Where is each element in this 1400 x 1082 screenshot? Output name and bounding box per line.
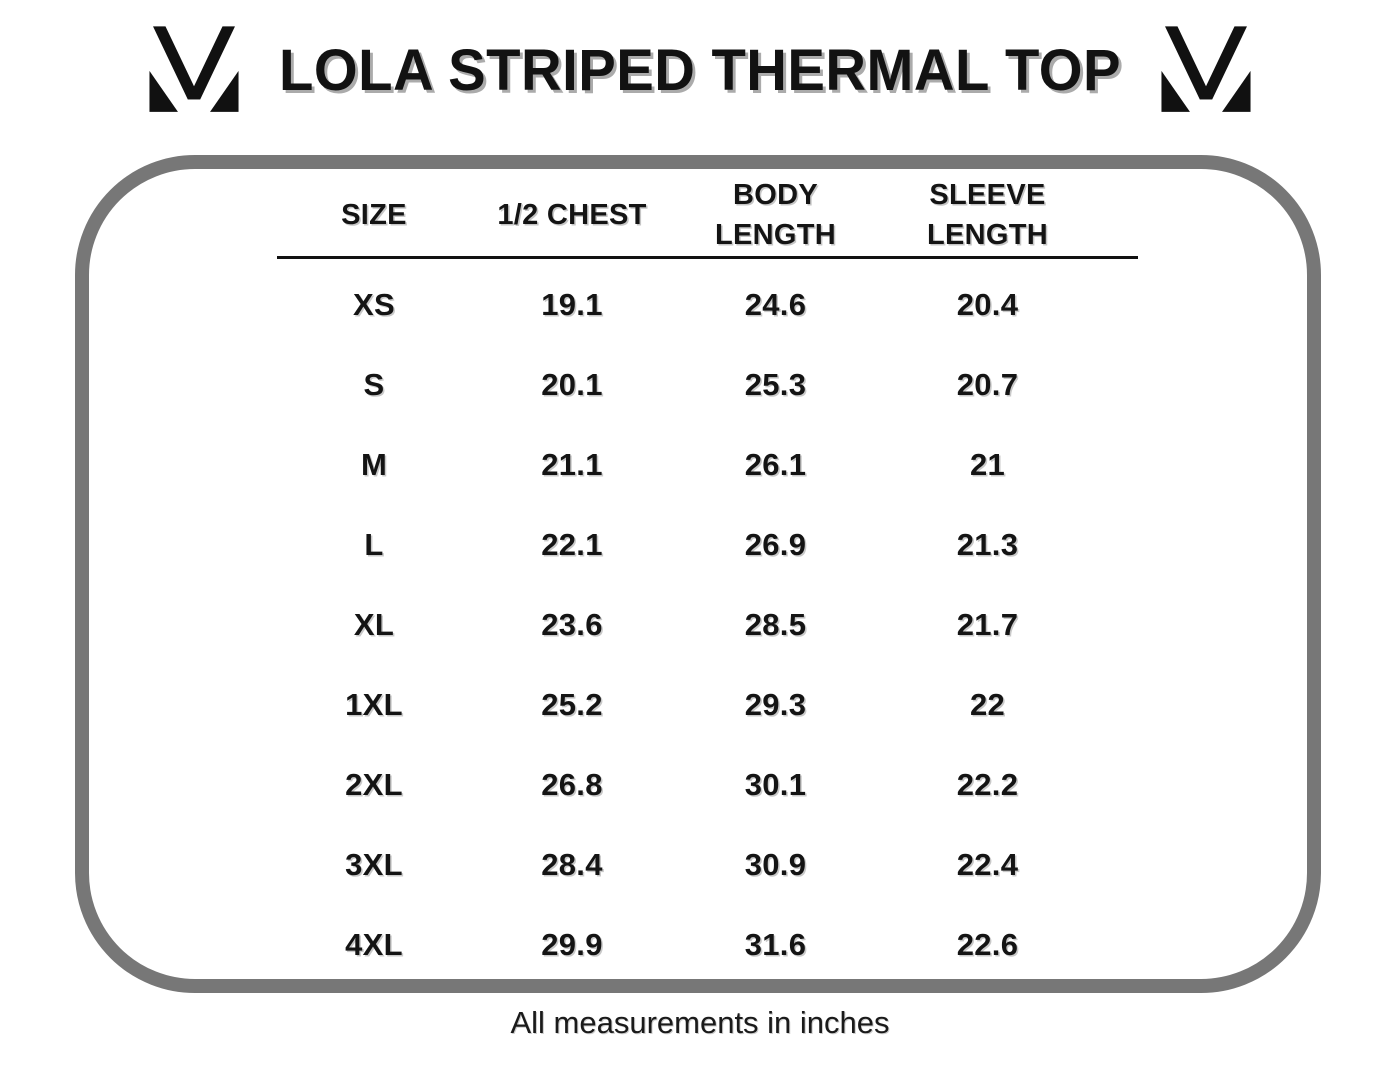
sleeve-length-cell: 20.4 bbox=[956, 287, 1019, 322]
column-header-label: SIZE bbox=[341, 198, 407, 231]
table-row-3xl: 3XL 28.4 30.9 22.4 bbox=[275, 825, 1095, 905]
half-chest-cell: 22.1 bbox=[541, 527, 603, 562]
table-row-l: L 22.1 26.9 21.3 bbox=[275, 505, 1095, 585]
size-cell: L bbox=[364, 527, 384, 562]
half-chest-cell: 19.1 bbox=[541, 287, 603, 322]
half-chest-cell: 20.1 bbox=[541, 367, 603, 402]
table-row-xl: XL 23.6 28.5 21.7 bbox=[275, 585, 1095, 665]
body-length-cell: 26.9 bbox=[744, 527, 807, 562]
column-header-label: BODY LENGTH bbox=[714, 179, 836, 251]
column-header-label: 1/2 CHEST bbox=[497, 198, 647, 231]
size-cell: M bbox=[360, 447, 388, 482]
half-chest-cell: 28.4 bbox=[541, 847, 603, 882]
column-header-label: SLEEVE LENGTH bbox=[926, 179, 1048, 251]
sleeve-length-cell: 20.7 bbox=[956, 367, 1019, 402]
half-chest-cell: 29.9 bbox=[541, 927, 603, 962]
sleeve-length-cell: 22.2 bbox=[956, 767, 1019, 802]
table-body: XS 19.1 24.6 20.4 S 20.1 25.3 20.7 M 21.… bbox=[275, 265, 1095, 985]
sleeve-length-cell: 21.7 bbox=[956, 607, 1019, 642]
sleeve-length-cell: 22.4 bbox=[956, 847, 1019, 882]
size-cell: XL bbox=[353, 607, 395, 642]
size-cell: 2XL bbox=[345, 767, 403, 802]
column-header-sleeve-length: SLEEVE LENGTH bbox=[880, 175, 1095, 256]
table-row-1xl: 1XL 25.2 29.3 22 bbox=[275, 665, 1095, 745]
table-row-4xl: 4XL 29.9 31.6 22.6 bbox=[275, 905, 1095, 985]
brand-logo-left bbox=[136, 21, 252, 119]
sleeve-length-cell: 21.3 bbox=[956, 527, 1019, 562]
body-length-cell: 24.6 bbox=[744, 287, 807, 322]
size-cell: 4XL bbox=[345, 927, 403, 962]
header-underline bbox=[277, 256, 1138, 259]
body-length-cell: 25.3 bbox=[744, 367, 807, 402]
body-length-cell: 26.1 bbox=[744, 447, 807, 482]
measurements-note: All measurements in inches bbox=[510, 1005, 890, 1040]
m-monogram-icon bbox=[1161, 26, 1251, 112]
half-chest-cell: 26.8 bbox=[541, 767, 603, 802]
body-length-cell: 28.5 bbox=[744, 607, 807, 642]
table-row-s: S 20.1 25.3 20.7 bbox=[275, 345, 1095, 425]
column-header-size: SIZE bbox=[275, 175, 473, 256]
column-header-half-chest: 1/2 CHEST bbox=[473, 175, 671, 256]
size-chart-border-box bbox=[75, 155, 1321, 993]
size-cell: 3XL bbox=[345, 847, 403, 882]
body-length-cell: 29.3 bbox=[744, 687, 807, 722]
sleeve-length-cell: 22.6 bbox=[956, 927, 1019, 962]
size-cell: S bbox=[363, 367, 385, 402]
size-table: SIZE 1/2 CHEST BODY LENGTH SLEEVE LENGTH… bbox=[275, 175, 1138, 985]
brand-logo-right bbox=[1148, 21, 1264, 119]
table-header-row: SIZE 1/2 CHEST BODY LENGTH SLEEVE LENGTH bbox=[275, 175, 1095, 256]
size-cell: 1XL bbox=[345, 687, 403, 722]
half-chest-cell: 21.1 bbox=[541, 447, 603, 482]
sleeve-length-cell: 22 bbox=[969, 687, 1006, 722]
page-title: LOLA STRIPED THERMAL TOP bbox=[278, 37, 1122, 103]
half-chest-cell: 25.2 bbox=[541, 687, 603, 722]
table-row-2xl: 2XL 26.8 30.1 22.2 bbox=[275, 745, 1095, 825]
column-header-body-length: BODY LENGTH bbox=[671, 175, 880, 256]
table-row-xs: XS 19.1 24.6 20.4 bbox=[275, 265, 1095, 345]
half-chest-cell: 23.6 bbox=[541, 607, 603, 642]
m-monogram-icon bbox=[149, 26, 239, 112]
table-row-m: M 21.1 26.1 21 bbox=[275, 425, 1095, 505]
body-length-cell: 30.9 bbox=[744, 847, 807, 882]
title-row: LOLA STRIPED THERMAL TOP bbox=[0, 18, 1400, 122]
body-length-cell: 31.6 bbox=[744, 927, 807, 962]
size-cell: XS bbox=[353, 287, 395, 322]
sleeve-length-cell: 21 bbox=[969, 447, 1006, 482]
body-length-cell: 30.1 bbox=[744, 767, 807, 802]
